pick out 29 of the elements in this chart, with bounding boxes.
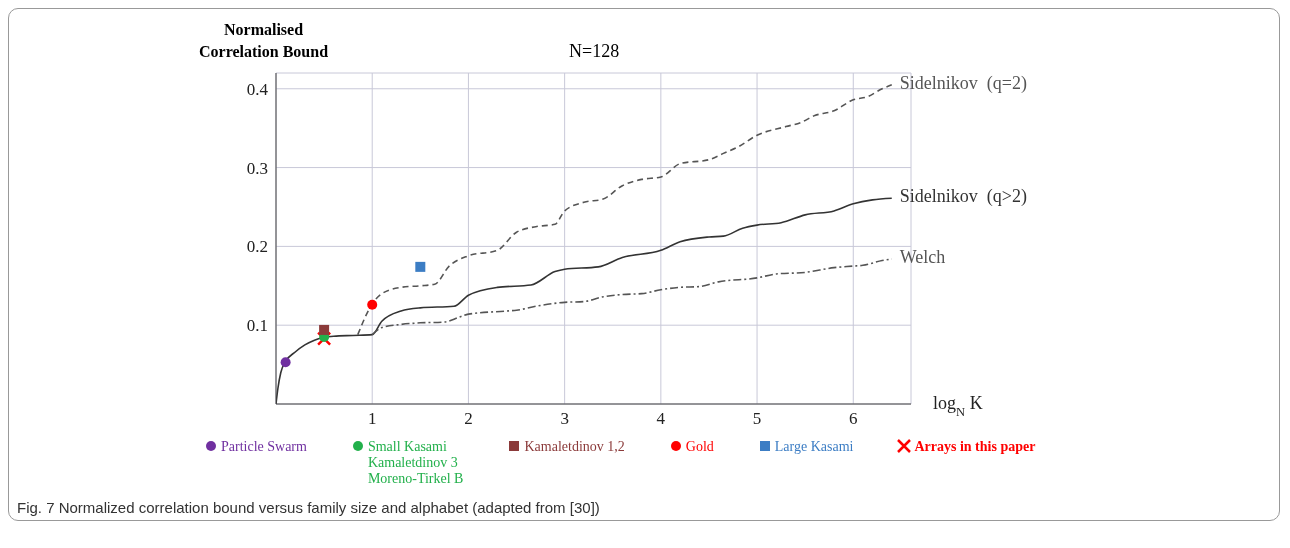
caption: Fig. 7 Normalized correlation bound versus family size and alphabet (adapted from [30])	[16, 498, 601, 518]
legend-label: Large Kasami	[774, 439, 854, 455]
point	[415, 261, 426, 272]
point	[367, 299, 378, 310]
y-tick-label: 0.1	[246, 316, 268, 336]
series-label: Sidelnikov (q=2)	[899, 72, 1027, 94]
x-tick-label: 3	[560, 409, 569, 429]
legend-label: Kamaletdinov 1,2	[524, 439, 625, 455]
point	[319, 324, 330, 335]
line-series	[356, 84, 893, 336]
x-tick-label: 1	[367, 409, 377, 429]
y-tick-label: 0.3	[246, 158, 268, 178]
x-tick-label: 2	[464, 409, 473, 429]
legend-label: Particle Swarm	[221, 439, 307, 455]
series-label: Sidelnikov (q>2)	[899, 186, 1027, 208]
line-series	[371, 258, 893, 336]
x-tick-label: 5	[752, 409, 762, 429]
x-tick-label: 6	[849, 409, 858, 429]
legend-label: Gold	[685, 439, 714, 455]
x-tick-label: 4	[656, 409, 666, 429]
y-tick-label: 0.2	[246, 237, 268, 257]
series-label: Welch	[899, 247, 946, 268]
chart-title: N=128	[569, 41, 620, 62]
y-tick-label: 0.4	[246, 79, 269, 99]
point	[280, 357, 291, 368]
y-axis-title: Normalised Correlation Bound	[199, 20, 329, 62]
legend-label: Small Kasami Kamaletdinov 3 Moreno-Tirkel B	[367, 439, 464, 487]
legend-label: Arrays in this paper	[914, 439, 1036, 455]
x-axis-title: log$_{N}$ K	[933, 393, 983, 419]
